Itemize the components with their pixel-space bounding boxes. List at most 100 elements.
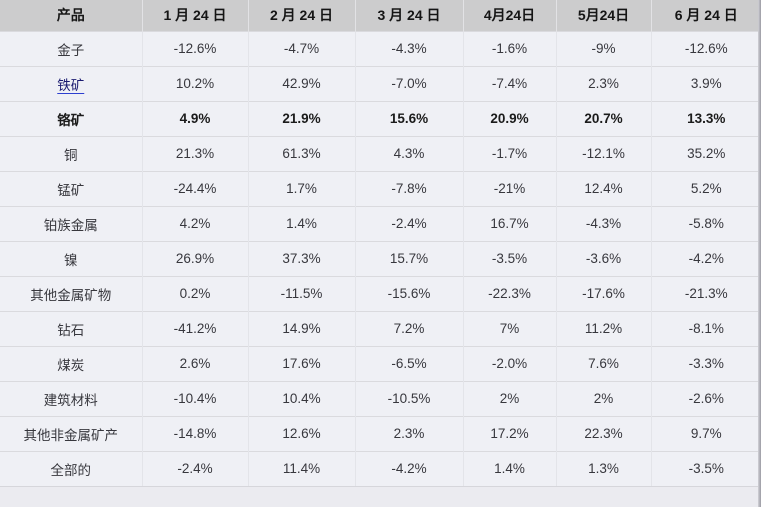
table-row: 铁矿 10.2% 42.9% -7.0% -7.4% 2.3% 3.9% [0,65,761,101]
value-cell: -2.4% [142,450,249,487]
product-cell: 金子 [0,30,143,66]
value-cell: 2.3% [355,415,464,451]
product-cell: 铁矿 [0,65,143,101]
value-cell: 7.6% [556,345,652,381]
value-cell: -15.6% [355,275,464,311]
table-row: 钻石 -41.2% 14.9% 7.2% 7% 11.2% -8.1% [0,310,761,346]
value-cell: -2.4% [355,205,464,241]
value-cell: 2.6% [142,345,249,381]
product-link[interactable]: 铁矿 [57,77,85,93]
table-row: 镍 26.9% 37.3% 15.7% -3.5% -3.6% -4.2% [0,240,761,276]
value-cell: 11.4% [248,450,356,487]
value-cell: -7.8% [355,170,464,206]
value-cell: -3.5% [651,450,761,487]
value-cell: 1.4% [248,205,356,241]
value-cell: -2.0% [463,345,557,381]
scrollbar-track[interactable] [758,0,761,507]
value-cell: -14.8% [142,415,249,451]
table-row: 建筑材料 -10.4% 10.4% -10.5% 2% 2% -2.6% [0,380,761,416]
commodity-performance-table: 产品 1 月 24 日 2 月 24 日 3 月 24 日 4月24日 5月24… [0,0,761,487]
column-header-feb24: 2 月 24 日 [248,0,356,31]
column-header-jun24: 6 月 24 日 [651,0,761,31]
value-cell: -3.3% [651,345,761,381]
column-header-product: 产品 [0,0,143,31]
product-cell: 铂族金属 [0,205,143,241]
value-cell: 17.6% [248,345,356,381]
product-cell: 钻石 [0,310,143,346]
value-cell: -10.4% [142,380,249,416]
table-row: 金子 -12.6% -4.7% -4.3% -1.6% -9% -12.6% [0,30,761,66]
product-cell: 铬矿 [0,100,143,136]
value-cell: 21.9% [248,100,356,136]
value-cell: -12.6% [651,30,761,66]
column-header-jan24: 1 月 24 日 [142,0,249,31]
value-cell: -24.4% [142,170,249,206]
value-cell: -4.3% [556,205,652,241]
value-cell: 7.2% [355,310,464,346]
value-cell: -3.6% [556,240,652,276]
table-row: 全部的 -2.4% 11.4% -4.2% 1.4% 1.3% -3.5% [0,450,761,487]
value-cell: -9% [556,30,652,66]
value-cell: 2.3% [556,65,652,101]
product-cell: 全部的 [0,450,143,487]
table-row: 铂族金属 4.2% 1.4% -2.4% 16.7% -4.3% -5.8% [0,205,761,241]
value-cell: 26.9% [142,240,249,276]
table-row: 铬矿 4.9% 21.9% 15.6% 20.9% 20.7% 13.3% [0,100,761,136]
value-cell: 2% [556,380,652,416]
table-row: 其他非金属矿产 -14.8% 12.6% 2.3% 17.2% 22.3% 9.7% [0,415,761,451]
value-cell: 17.2% [463,415,557,451]
value-cell: -8.1% [651,310,761,346]
value-cell: 35.2% [651,135,761,171]
value-cell: 15.6% [355,100,464,136]
value-cell: -12.6% [142,30,249,66]
value-cell: 5.2% [651,170,761,206]
product-cell: 镍 [0,240,143,276]
value-cell: -2.6% [651,380,761,416]
product-cell: 建筑材料 [0,380,143,416]
value-cell: -17.6% [556,275,652,311]
value-cell: 3.9% [651,65,761,101]
value-cell: -7.4% [463,65,557,101]
value-cell: -12.1% [556,135,652,171]
value-cell: 37.3% [248,240,356,276]
table-row: 其他金属矿物 0.2% -11.5% -15.6% -22.3% -17.6% -21.3% [0,275,761,311]
value-cell: -1.7% [463,135,557,171]
value-cell: -5.8% [651,205,761,241]
value-cell: -3.5% [463,240,557,276]
value-cell: -21% [463,170,557,206]
product-cell: 锰矿 [0,170,143,206]
value-cell: 13.3% [651,100,761,136]
value-cell: -6.5% [355,345,464,381]
column-header-apr24: 4月24日 [463,0,557,31]
value-cell: 16.7% [463,205,557,241]
table-row: 锰矿 -24.4% 1.7% -7.8% -21% 12.4% 5.2% [0,170,761,206]
value-cell: -22.3% [463,275,557,311]
header-row: 产品 1 月 24 日 2 月 24 日 3 月 24 日 4月24日 5月24… [0,0,761,31]
value-cell: 61.3% [248,135,356,171]
value-cell: -41.2% [142,310,249,346]
value-cell: 2% [463,380,557,416]
value-cell: 4.3% [355,135,464,171]
value-cell: 12.6% [248,415,356,451]
value-cell: -7.0% [355,65,464,101]
product-cell: 煤炭 [0,345,143,381]
value-cell: -4.7% [248,30,356,66]
value-cell: 0.2% [142,275,249,311]
value-cell: -4.2% [651,240,761,276]
product-cell: 铜 [0,135,143,171]
table-row: 铜 21.3% 61.3% 4.3% -1.7% -12.1% 35.2% [0,135,761,171]
value-cell: 42.9% [248,65,356,101]
value-cell: 4.9% [142,100,249,136]
value-cell: -4.3% [355,30,464,66]
value-cell: -10.5% [355,380,464,416]
value-cell: -4.2% [355,450,464,487]
value-cell: 1.3% [556,450,652,487]
value-cell: -11.5% [248,275,356,311]
table-body: 金子 -12.6% -4.7% -4.3% -1.6% -9% -12.6% 铁矿 10.2% 4… [0,30,761,487]
value-cell: -1.6% [463,30,557,66]
value-cell: 21.3% [142,135,249,171]
value-cell: 10.4% [248,380,356,416]
value-cell: 15.7% [355,240,464,276]
product-cell: 其他金属矿物 [0,275,143,311]
